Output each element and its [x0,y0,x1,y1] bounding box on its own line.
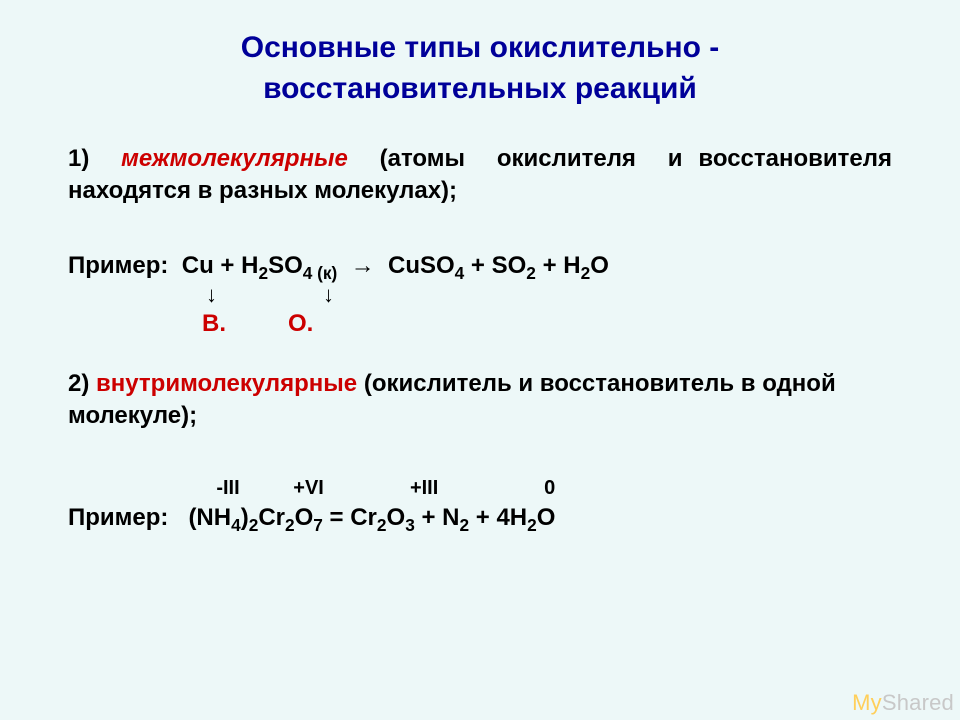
reducer-label: В. [202,310,226,337]
example-1: Пример: Cu + H2SO4 (к) → CuSO4 + SO2 + H… [68,252,892,280]
down-arrow-1: ↓ [206,282,217,307]
ox-c: +III [359,477,489,500]
item-2: 2) внутримолекулярные (окислитель и восс… [68,368,892,433]
slide: Основные типы окислительно - восстановит… [0,0,960,720]
oxidizer-label: О. [288,310,313,337]
watermark: MyShared [852,690,954,716]
item-1-desc-open: (атомы [380,145,465,172]
title-line-2: восстановительных реакций [263,72,697,105]
example-label-2: Пример: [68,504,168,531]
eq1-arrows: ↓↓ [206,282,892,308]
spacer [68,222,892,252]
ox-d: 0 [495,477,605,500]
watermark-shared: Shared [882,690,954,715]
item-2-number: 2) [68,370,89,397]
eq2-body: (NH4)2Cr2O7 = Cr2O3 + N2 + 4H2O [188,504,555,531]
item-1-desc-mid: окислителя [497,145,636,172]
ox-a: -III [198,477,258,500]
ox-b: +VI [264,477,354,500]
item-1-term: межмолекулярные [121,145,348,172]
eq1-body: Cu + H2SO4 (к) → CuSO4 + SO2 + H2O [182,252,609,279]
watermark-my: My [852,690,882,715]
oxidation-states: -III +VI +III 0 [198,477,892,500]
spacer [68,447,892,477]
down-arrow-2: ↓ [323,282,334,307]
example-2: Пример: (NH4)2Cr2O7 = Cr2O3 + N2 + 4H2O [68,504,892,532]
item-1-number: 1) [68,145,89,172]
item-1-desc-and: и [668,145,683,172]
example-label-1: Пример: [68,252,168,279]
spacer [68,338,892,368]
eq1-labels: В. О. [202,310,892,338]
title-line-1: Основные типы окислительно - [241,31,720,64]
item-2-term: внутримолекулярные [96,370,357,397]
slide-title: Основные типы окислительно - восстановит… [68,28,892,109]
item-1: 1) межмолекулярные (атомы окислителя и в… [68,143,892,208]
